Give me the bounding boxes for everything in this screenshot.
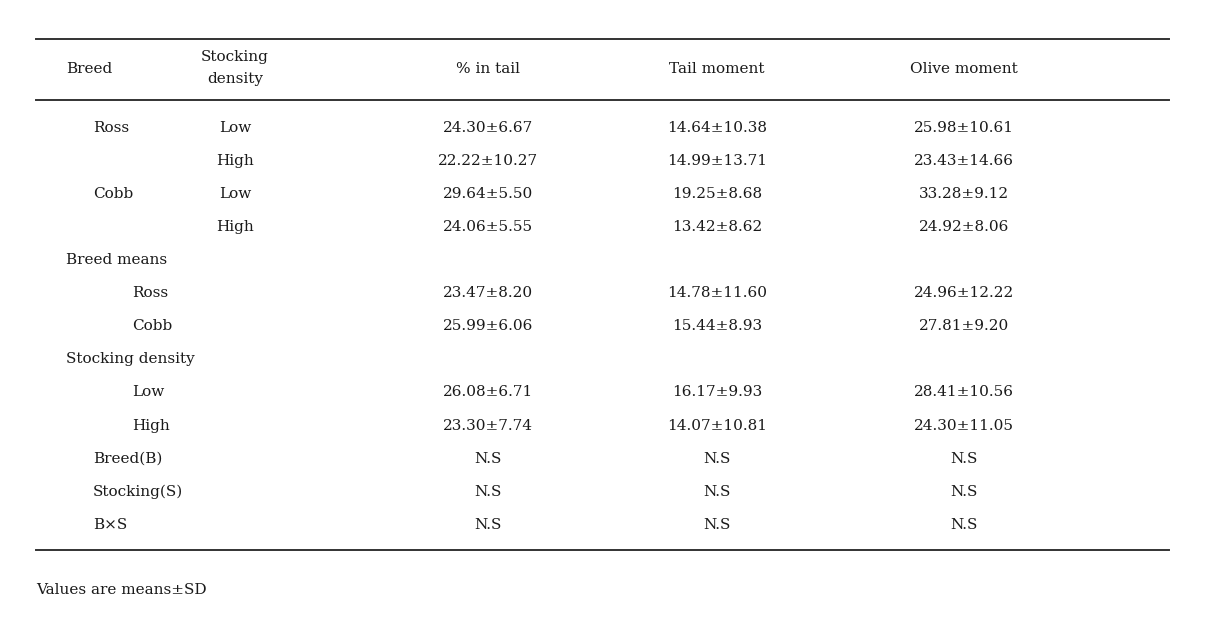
Text: 23.43±14.66: 23.43±14.66: [915, 154, 1013, 168]
Text: N.S: N.S: [951, 452, 977, 466]
Text: 16.17±9.93: 16.17±9.93: [672, 386, 762, 399]
Text: 14.64±10.38: 14.64±10.38: [668, 121, 766, 135]
Text: Low: Low: [133, 386, 165, 399]
Text: Cobb: Cobb: [93, 187, 133, 201]
Text: High: High: [133, 419, 170, 432]
Text: Cobb: Cobb: [133, 319, 172, 333]
Text: 25.98±10.61: 25.98±10.61: [915, 121, 1013, 135]
Text: Tail moment: Tail moment: [669, 62, 765, 76]
Text: 14.99±13.71: 14.99±13.71: [668, 154, 766, 168]
Text: 26.08±6.71: 26.08±6.71: [443, 386, 533, 399]
Text: 13.42±8.62: 13.42±8.62: [672, 220, 762, 234]
Text: N.S: N.S: [475, 485, 501, 499]
Text: N.S: N.S: [475, 452, 501, 466]
Text: N.S: N.S: [475, 518, 501, 532]
Text: 28.41±10.56: 28.41±10.56: [915, 386, 1013, 399]
Text: N.S: N.S: [704, 452, 730, 466]
Text: 27.81±9.20: 27.81±9.20: [919, 319, 1009, 333]
Text: 33.28±9.12: 33.28±9.12: [919, 187, 1009, 201]
Text: density: density: [207, 72, 263, 86]
Text: 19.25±8.68: 19.25±8.68: [672, 187, 762, 201]
Text: Values are means±SD: Values are means±SD: [36, 583, 207, 597]
Text: 14.07±10.81: 14.07±10.81: [668, 419, 766, 432]
Text: 23.30±7.74: 23.30±7.74: [443, 419, 533, 432]
Text: 24.06±5.55: 24.06±5.55: [443, 220, 533, 234]
Text: N.S: N.S: [704, 518, 730, 532]
Text: High: High: [216, 220, 254, 234]
Text: 15.44±8.93: 15.44±8.93: [672, 319, 762, 333]
Text: N.S: N.S: [704, 485, 730, 499]
Text: 24.92±8.06: 24.92±8.06: [918, 220, 1010, 234]
Text: Stocking(S): Stocking(S): [93, 484, 183, 499]
Text: 23.47±8.20: 23.47±8.20: [443, 286, 533, 300]
Text: Breed(B): Breed(B): [93, 452, 163, 466]
Text: 24.30±11.05: 24.30±11.05: [915, 419, 1013, 432]
Text: Low: Low: [219, 121, 251, 135]
Text: 24.96±12.22: 24.96±12.22: [913, 286, 1015, 300]
Text: 24.30±6.67: 24.30±6.67: [443, 121, 533, 135]
Text: 14.78±11.60: 14.78±11.60: [668, 286, 766, 300]
Text: 25.99±6.06: 25.99±6.06: [443, 319, 534, 333]
Text: Stocking: Stocking: [201, 50, 269, 64]
Text: % in tail: % in tail: [455, 62, 521, 76]
Text: Ross: Ross: [133, 286, 169, 300]
Text: B×S: B×S: [93, 518, 127, 532]
Text: N.S: N.S: [951, 518, 977, 532]
Text: High: High: [216, 154, 254, 168]
Text: 29.64±5.50: 29.64±5.50: [443, 187, 533, 201]
Text: N.S: N.S: [951, 485, 977, 499]
Text: Breed: Breed: [66, 62, 112, 76]
Text: 22.22±10.27: 22.22±10.27: [437, 154, 539, 168]
Text: Low: Low: [219, 187, 251, 201]
Text: Stocking density: Stocking density: [66, 353, 195, 366]
Text: Ross: Ross: [93, 121, 129, 135]
Text: Olive moment: Olive moment: [910, 62, 1018, 76]
Text: Breed means: Breed means: [66, 253, 167, 267]
